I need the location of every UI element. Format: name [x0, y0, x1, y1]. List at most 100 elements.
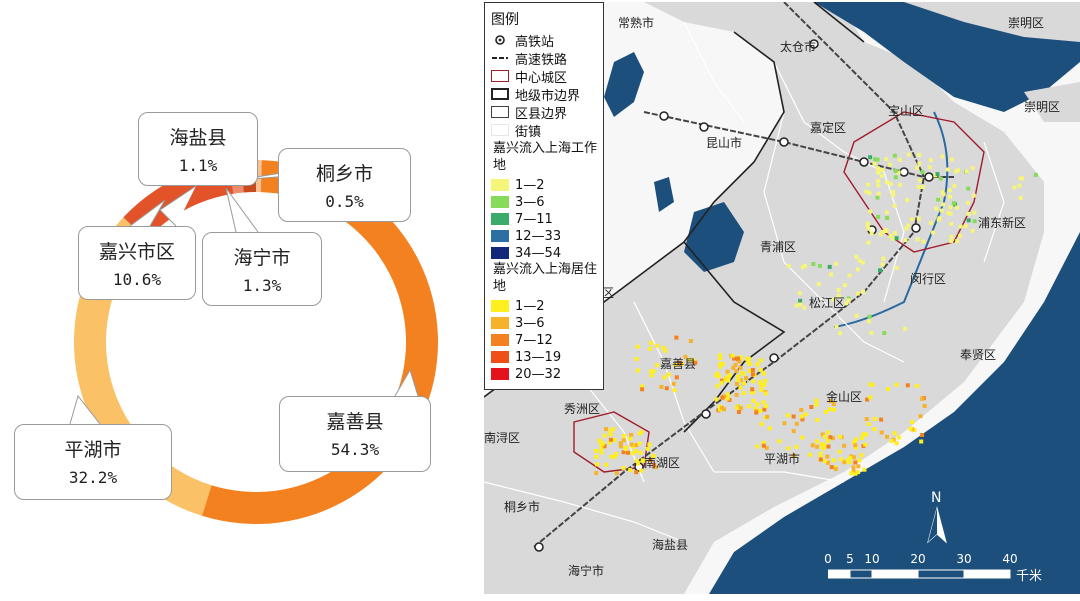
work-class-3: 12—33 [491, 228, 561, 244]
home-cell [814, 439, 819, 444]
home-cell [659, 384, 664, 389]
work-class-1: 3—6 [491, 194, 545, 210]
home-cell [720, 361, 725, 366]
work-cell [949, 234, 954, 239]
home-cell [730, 353, 735, 358]
home-cell [892, 431, 897, 436]
work-cell [836, 288, 841, 292]
home-cell [747, 368, 752, 373]
home-density-cells [594, 335, 927, 476]
work-cell [936, 197, 941, 202]
home-cell [908, 426, 913, 431]
work-cell [893, 175, 898, 180]
home-cell [649, 369, 654, 374]
home-cell [618, 444, 623, 449]
home-cell [814, 398, 819, 403]
home-cell [852, 440, 856, 445]
work-cell [798, 302, 803, 307]
label-nanxun: 南浔区 [484, 431, 521, 445]
home-cell [863, 432, 868, 437]
north-label: N [931, 490, 942, 506]
home-cell [655, 363, 659, 368]
label-songjiang: 松江区 [809, 296, 846, 310]
legend-work-title: 嘉兴流入上海工作地 [493, 141, 598, 173]
work-cell [948, 211, 953, 216]
work-cell [885, 215, 890, 220]
home-cell [763, 378, 768, 383]
legend-row-town: 街镇 [491, 122, 542, 140]
work-cell [872, 161, 877, 166]
home-class-4: 20—32 [491, 366, 561, 382]
home-cell [755, 444, 760, 449]
label-changshu: 常熟市 [618, 16, 655, 30]
callout-name: 嘉兴市区 [98, 241, 175, 263]
work-cell [798, 298, 803, 303]
home-cell [838, 434, 843, 439]
home-cell [612, 437, 617, 442]
home-cell [609, 454, 614, 459]
home-cell [725, 375, 730, 380]
work-swatch [491, 247, 509, 259]
legend-row-center: 中心城区 [491, 68, 568, 86]
home-cell [826, 438, 831, 443]
label-haining: 海宁市 [568, 564, 605, 578]
work-cell [844, 301, 849, 306]
home-cell [839, 457, 844, 462]
legend-label-station: 高铁站 [515, 34, 555, 50]
scale-tick-0: 0 [824, 552, 832, 566]
callout-value: 0.5% [325, 192, 364, 211]
home-cell [794, 421, 799, 426]
lake-yangcheng [604, 52, 644, 117]
home-cell [842, 460, 847, 465]
home-cell [640, 458, 645, 463]
home-cell [889, 439, 894, 444]
work-cell [966, 186, 971, 191]
work-class-4: 34—54 [491, 245, 561, 261]
home-cell [716, 374, 721, 379]
legend-label-center: 中心城区 [515, 70, 568, 86]
work-cell [940, 154, 945, 159]
work-cell [794, 303, 799, 308]
lake-dianshan [684, 202, 744, 272]
home-cell [837, 449, 842, 454]
home-cell [870, 383, 875, 387]
home-cell [765, 414, 770, 419]
chongming-island [904, 2, 1080, 42]
home-cell [750, 372, 755, 377]
label-jiashan: 嘉善县 [660, 357, 697, 371]
work-cell [857, 258, 862, 263]
home-cell [856, 464, 861, 469]
work-cell [915, 237, 920, 242]
legend-row-county: 区县边界 [491, 104, 567, 122]
work-cell [867, 319, 871, 324]
home-cell [822, 459, 827, 463]
callout-value: 32.2% [68, 468, 118, 487]
home-cell [803, 412, 808, 417]
home-swatch [491, 368, 509, 380]
work-cell [861, 260, 865, 265]
legend-label-town: 街镇 [515, 124, 542, 140]
work-cell [846, 298, 851, 303]
work-cell [916, 216, 921, 221]
home-cell [726, 378, 731, 383]
callout-name: 海盐县 [169, 127, 227, 149]
work-class-label: 7—11 [515, 211, 553, 227]
home-cell [865, 397, 870, 402]
home-cell [831, 458, 836, 463]
work-cell [948, 194, 953, 199]
scale-tick-40: 40 [1002, 552, 1018, 566]
home-cell [827, 407, 832, 412]
work-cell [854, 313, 859, 318]
callout-tail-0 [159, 185, 197, 227]
work-cell [878, 268, 882, 273]
home-cell [691, 358, 696, 363]
callout-jiashan: 嘉善县 54.3% [279, 396, 431, 472]
work-cell [948, 205, 953, 210]
work-cell [909, 217, 914, 222]
label-chongming-top: 崇明区 [1008, 16, 1045, 30]
home-cell [666, 372, 671, 377]
home-cell [851, 455, 856, 460]
home-swatch [491, 317, 509, 329]
work-cell [897, 157, 902, 162]
work-class-0: 1—2 [491, 177, 545, 193]
